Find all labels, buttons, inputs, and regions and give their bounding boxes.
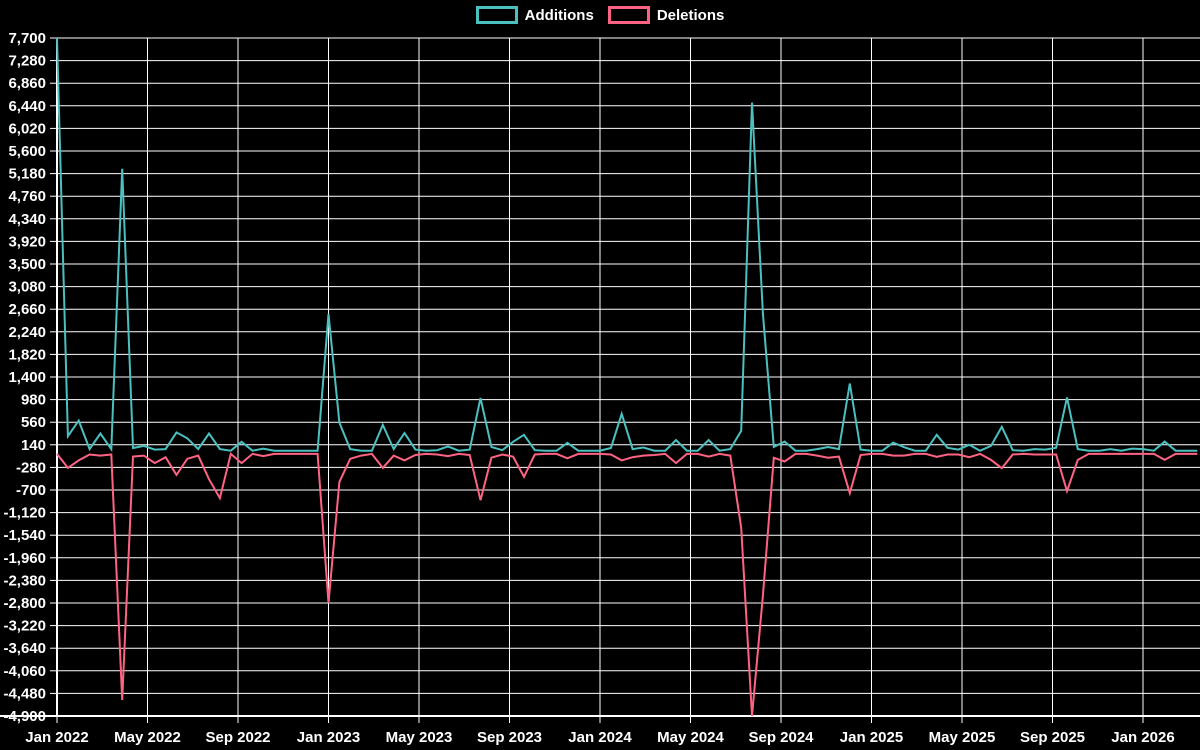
y-tick-label: 980 bbox=[21, 392, 46, 409]
y-tick-label: -2,380 bbox=[3, 572, 46, 589]
y-tick-label: -1,960 bbox=[3, 550, 46, 567]
y-tick-label: 1,400 bbox=[8, 369, 46, 386]
x-tick-label: Jan 2025 bbox=[840, 729, 903, 746]
y-tick-label: 6,860 bbox=[8, 75, 46, 92]
x-tick-label: May 2025 bbox=[929, 729, 996, 746]
y-tick-label: -280 bbox=[16, 459, 46, 476]
y-tick-label: -4,480 bbox=[3, 685, 46, 702]
x-tick-label: Jan 2022 bbox=[25, 729, 88, 746]
x-tick-label: Sep 2025 bbox=[1020, 729, 1085, 746]
y-tick-label: 2,660 bbox=[8, 301, 46, 318]
y-tick-label: 7,700 bbox=[8, 30, 46, 47]
x-tick-label: Sep 2023 bbox=[477, 729, 542, 746]
x-tick-label: Jan 2024 bbox=[568, 729, 632, 746]
legend-item-additions[interactable]: Additions bbox=[475, 6, 594, 24]
y-tick-label: 5,180 bbox=[8, 166, 46, 183]
x-tick-label: May 2023 bbox=[386, 729, 453, 746]
y-tick-label: -1,540 bbox=[3, 527, 46, 544]
y-tick-label: 7,280 bbox=[8, 53, 46, 70]
legend-label-deletions: Deletions bbox=[656, 6, 725, 24]
additions-swatch-icon bbox=[475, 6, 518, 24]
y-tick-label: 4,340 bbox=[8, 211, 46, 228]
y-tick-label: 6,440 bbox=[8, 98, 46, 115]
deletions-line bbox=[56, 452, 1198, 717]
y-tick-label: -3,640 bbox=[3, 640, 46, 657]
y-tick-label: 4,760 bbox=[8, 188, 46, 205]
y-tick-label: 5,600 bbox=[8, 143, 46, 160]
legend-label-additions: Additions bbox=[524, 6, 594, 24]
y-tick-label: -700 bbox=[16, 482, 46, 499]
y-tick-label: 1,820 bbox=[8, 346, 46, 363]
legend-item-deletions[interactable]: Deletions bbox=[607, 6, 725, 24]
x-tick-label: May 2024 bbox=[657, 729, 724, 746]
chart-legend: Additions Deletions bbox=[0, 6, 1200, 24]
y-tick-label: 3,920 bbox=[8, 233, 46, 250]
y-tick-label: 560 bbox=[21, 414, 46, 431]
x-tick-label: Sep 2024 bbox=[748, 729, 814, 746]
y-tick-label: 6,020 bbox=[8, 120, 46, 137]
additions-line bbox=[56, 37, 1198, 453]
y-tick-label: 2,240 bbox=[8, 324, 46, 341]
y-tick-label: 3,080 bbox=[8, 279, 46, 296]
deletions-swatch-icon bbox=[607, 6, 650, 24]
y-tick-label: 140 bbox=[21, 437, 46, 454]
y-tick-label: -2,800 bbox=[3, 595, 46, 612]
x-tick-label: Jan 2023 bbox=[297, 729, 360, 746]
x-tick-label: May 2022 bbox=[114, 729, 181, 746]
y-tick-label: 3,500 bbox=[8, 256, 46, 273]
x-tick-label: Sep 2022 bbox=[205, 729, 270, 746]
y-tick-label: -4,060 bbox=[3, 663, 46, 680]
y-tick-label: -1,120 bbox=[3, 505, 46, 522]
y-tick-label: -3,220 bbox=[3, 618, 46, 635]
x-tick-label: Jan 2026 bbox=[1111, 729, 1174, 746]
